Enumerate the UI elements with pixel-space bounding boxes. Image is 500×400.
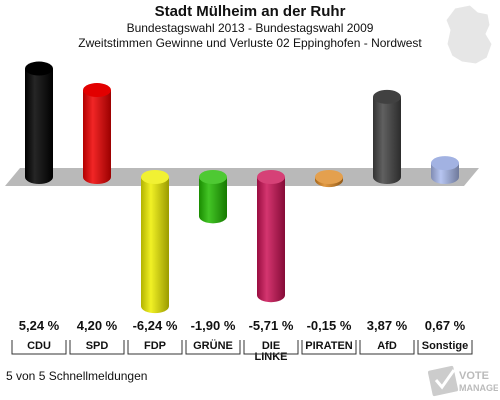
bar-bottom-cap [431,170,459,184]
category-bracket [417,340,473,355]
germany-map-icon [445,4,493,65]
baseline-layer [5,168,479,186]
category-label: FDP [144,340,166,352]
vote-manager-logo: VOTE MANAGER [428,365,498,397]
bar-top-cap [431,156,459,171]
category-label: CDU [27,340,51,352]
bar-body [373,96,401,177]
category-bracket [185,340,241,355]
value-label: -6,24 % [133,318,178,333]
bar-top-cap [315,170,343,184]
bar-top-cap [141,170,169,184]
bar-top-cap [199,170,227,184]
value-label: 4,20 % [77,318,118,333]
checkmark-icon [428,365,459,397]
category-bracket [127,340,183,355]
bar-bottom-cap [141,299,169,314]
category-label: GRÜNE [193,339,233,352]
chart-header: Stadt Mülheim an der Ruhr Bundestagswahl… [0,3,500,51]
svg-text:MANAGER: MANAGER [459,383,498,393]
category-bracket [11,340,67,355]
bar-top-cap [373,89,401,104]
value-label: 0,67 % [425,318,466,333]
bar-bottom-cap [199,209,227,224]
category-label: SPD [86,340,109,352]
bar-8 [431,156,459,184]
category-label: Sonstige [422,340,468,352]
status-text: 5 von 5 Schnellmeldungen [6,369,148,383]
bar-top-cap [257,170,285,184]
bar-4 [199,170,227,224]
bar-6 [315,170,343,188]
value-label: -5,71 % [249,318,294,333]
chart-title: Stadt Mülheim an der Ruhr [154,3,346,20]
category-bracket [69,340,125,355]
baseline-band [5,168,479,186]
chart-subtitle: Bundestagswahl 2013 - Bundestagswahl 200… [126,21,374,35]
bar-1 [25,61,53,184]
category-bracket [301,340,357,355]
svg-text:VOTE: VOTE [459,370,489,382]
category-label: AfD [377,340,397,352]
bar-bottom-cap [257,288,285,303]
bar-bottom-cap [25,170,53,184]
value-label: -0,15 % [307,318,352,333]
bar-2 [83,83,111,184]
category-label: LINKE [255,351,288,363]
chart-description: Zweitstimmen Gewinne und Verluste 02 Epp… [78,36,422,50]
bar-bottom-cap [83,170,111,184]
value-label: 3,87 % [367,318,408,333]
value-label: 5,24 % [19,318,60,333]
bar-5 [257,170,285,303]
bar-top-cap [83,83,111,98]
bar-bottom-cap [373,170,401,184]
bar-body [25,68,53,177]
category-bracket [359,340,415,355]
bar-7 [373,89,401,184]
bar-body [141,177,169,307]
bars-layer [25,61,459,314]
labels-layer: 5,24 % CDU 4,20 % SPD -6,24 % FDP -1,90 % GRÜNE… [11,318,473,363]
category-label: DIE [262,340,280,352]
bar-body [257,177,285,296]
bar-top-cap [25,61,53,76]
category-label: PIRATEN [305,340,353,352]
category-bracket [243,340,299,355]
value-label: -1,90 % [191,318,236,333]
bar-body [83,90,111,177]
bar-3 [141,170,169,314]
